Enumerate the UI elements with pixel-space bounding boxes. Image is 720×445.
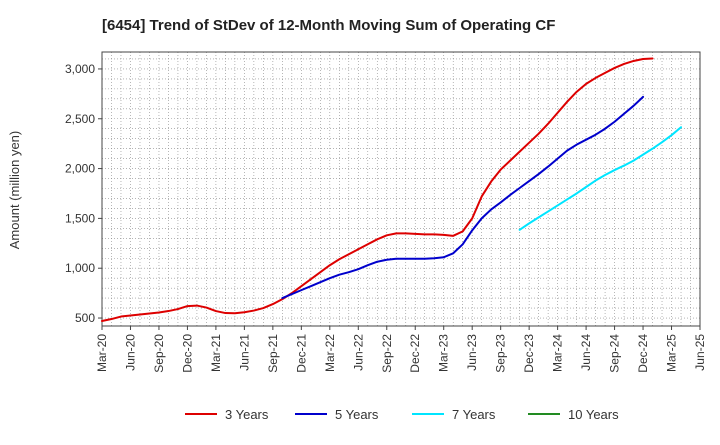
y-tick-label: 500 [75,311,95,325]
x-tick-label: Mar-22 [323,334,337,372]
legend-label-5-years: 5 Years [335,407,379,422]
x-tick-label: Mar-21 [209,334,223,372]
grid-layer [102,52,700,326]
series-line-7-years [518,126,683,231]
x-tick-label: Jun-20 [123,334,137,371]
series-layer [101,57,683,323]
x-tick-label: Sep-23 [494,334,508,373]
chart-title: [6454] Trend of StDev of 12-Month Moving… [102,17,555,34]
x-tick-label: Sep-22 [380,334,394,373]
y-tick-label: 2,000 [65,162,95,176]
legend-label-7-years: 7 Years [452,407,496,422]
x-tick-label: Jun-21 [237,334,251,371]
x-tick-label: Sep-21 [266,334,280,373]
x-tick-label: Sep-20 [152,334,166,373]
series-line-5-years [281,95,645,300]
y-axis-label: Amount (million yen) [7,131,22,250]
x-tick-label: Dec-23 [522,334,536,373]
legend-label-10-years: 10 Years [568,407,619,422]
x-tick-layer: Mar-20 Jun-20 Sep-20 Dec-20 Mar-21 Jun-21 Sep-… [95,326,707,373]
plot-frame [101,51,701,327]
x-tick-label: Dec-22 [408,334,422,373]
x-tick-label: Jun-24 [579,334,593,371]
y-tick-label: 3,000 [65,62,95,76]
legend-label-3-years: 3 Years [225,407,269,422]
x-tick-label: Jun-22 [351,334,365,371]
x-tick-label: Mar-24 [551,334,565,372]
x-tick-label: Jun-25 [693,334,707,371]
x-tick-label: Sep-24 [608,334,622,373]
x-tick-label: Mar-25 [665,334,679,372]
y-tick-label: 1,500 [65,211,95,225]
x-tick-label: Dec-24 [636,334,650,373]
x-tick-label: Dec-20 [180,334,194,373]
x-tick-label: Jun-23 [465,334,479,371]
y-tick-layer: 500 1,000 1,500 2,000 2,500 3,000 [65,62,102,325]
x-tick-label: Mar-23 [437,334,451,372]
x-tick-label: Dec-21 [294,334,308,373]
series-line-3-years [101,57,654,323]
y-tick-label: 1,000 [65,261,95,275]
x-tick-label: Mar-20 [95,334,109,372]
legend: 3 Years 5 Years 7 Years 10 Years [185,407,619,422]
y-tick-label: 2,500 [65,112,95,126]
